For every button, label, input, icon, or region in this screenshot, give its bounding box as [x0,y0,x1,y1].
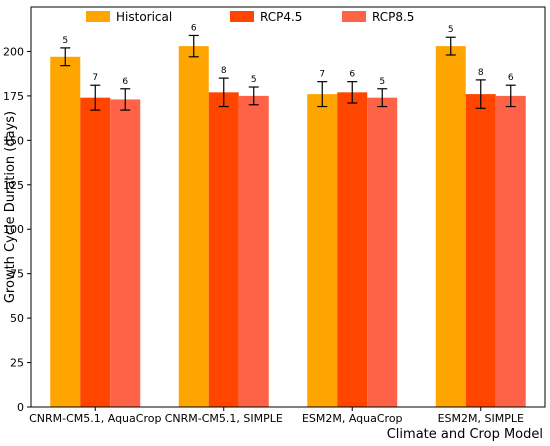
bar [465,94,496,407]
bar [178,46,209,407]
y-tick-label: 0 [17,401,24,414]
bar [238,95,269,407]
bar [435,46,466,407]
data-label: 6 [191,23,197,33]
y-axis-title: Growth Cycle Duration (days) [3,111,18,303]
data-label: 8 [478,68,484,78]
x-tick-label: CNRM-CM5.1, AquaCrop [29,412,161,425]
y-axis: 0 25 50 75 100 125 150 175 200 [3,45,31,414]
y-tick-label: 50 [10,312,24,325]
data-label: 8 [221,66,227,76]
data-label: 7 [319,70,325,80]
legend-label: RCP4.5 [260,10,302,24]
legend-swatch [230,11,254,22]
data-label: 6 [349,70,355,80]
x-tick-label: ESM2M, SIMPLE [438,412,524,425]
y-tick-label: 100 [3,223,24,236]
y-tick-label: 200 [3,45,24,58]
data-label: 6 [122,77,128,87]
bar [337,92,368,407]
y-tick-label: 175 [3,90,24,103]
bar [110,99,141,407]
bar [307,94,338,407]
legend: Historical RCP4.5 RCP8.5 [86,10,414,24]
x-axis-title: Climate and Crop Model [387,427,543,442]
bars-layer [50,46,526,408]
y-tick-label: 125 [3,179,24,192]
data-label: 7 [92,73,98,83]
bar [80,97,111,408]
x-tick-label: CNRM-CM5.1, SIMPLE [165,412,283,425]
x-axis: CNRM-CM5.1, AquaCrop CNRM-CM5.1, SIMPLE ES… [29,407,524,425]
legend-label: RCP8.5 [372,10,414,24]
bar [208,92,239,407]
data-label: 5 [251,75,257,85]
plot-frame [30,6,546,408]
data-label: 6 [508,73,514,83]
data-label: 5 [448,25,454,35]
y-tick-label: 150 [3,134,24,147]
y-tick-label: 75 [10,268,24,281]
legend-swatch [86,11,110,22]
legend-swatch [342,11,366,22]
bar [495,95,526,407]
bar [50,56,81,408]
x-tick-label: ESM2M, AquaCrop [302,412,403,425]
data-label: 5 [379,77,385,87]
y-tick-label: 25 [10,357,24,370]
bar [367,97,398,408]
legend-label: Historical [116,10,172,24]
data-label: 5 [62,36,68,46]
error-bars-layer [60,34,516,111]
bar-annotations-layer: 5 7 6 6 8 5 7 6 5 5 8 6 [62,23,514,86]
